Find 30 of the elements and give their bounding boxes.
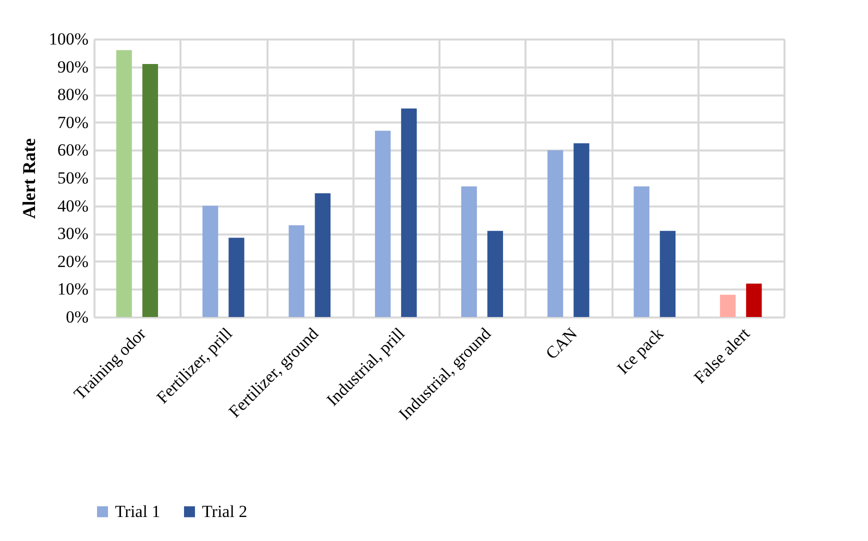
bar <box>461 186 477 317</box>
y-tick-label: 80% <box>57 85 88 104</box>
bar <box>720 294 736 317</box>
bar <box>574 143 590 317</box>
bar <box>547 150 564 317</box>
bar <box>487 230 504 317</box>
bar <box>401 108 417 317</box>
bar <box>746 284 762 317</box>
bar <box>202 206 218 317</box>
bar <box>288 225 304 317</box>
bar <box>634 186 650 317</box>
y-tick-label: 90% <box>57 57 88 76</box>
legend-label: Trial 2 <box>202 502 248 521</box>
bar <box>142 64 158 317</box>
y-tick-label: 0% <box>66 308 88 326</box>
y-tick-label: 100% <box>48 30 88 48</box>
bar <box>116 50 132 317</box>
y-tick-label: 40% <box>57 196 88 216</box>
bar <box>374 130 391 317</box>
y-axis-title: Alert Rate <box>18 138 39 219</box>
legend-label: Trial 1 <box>115 502 160 521</box>
bar <box>314 193 331 317</box>
y-tick-label: 70% <box>57 112 88 132</box>
bar <box>228 238 244 317</box>
y-tick-label: 20% <box>57 252 88 271</box>
y-tick-label: 60% <box>57 140 88 160</box>
bar <box>660 230 676 317</box>
y-tick-label: 30% <box>57 224 88 244</box>
y-tick-label: 50% <box>57 168 88 188</box>
y-tick-label: 10% <box>57 280 88 299</box>
